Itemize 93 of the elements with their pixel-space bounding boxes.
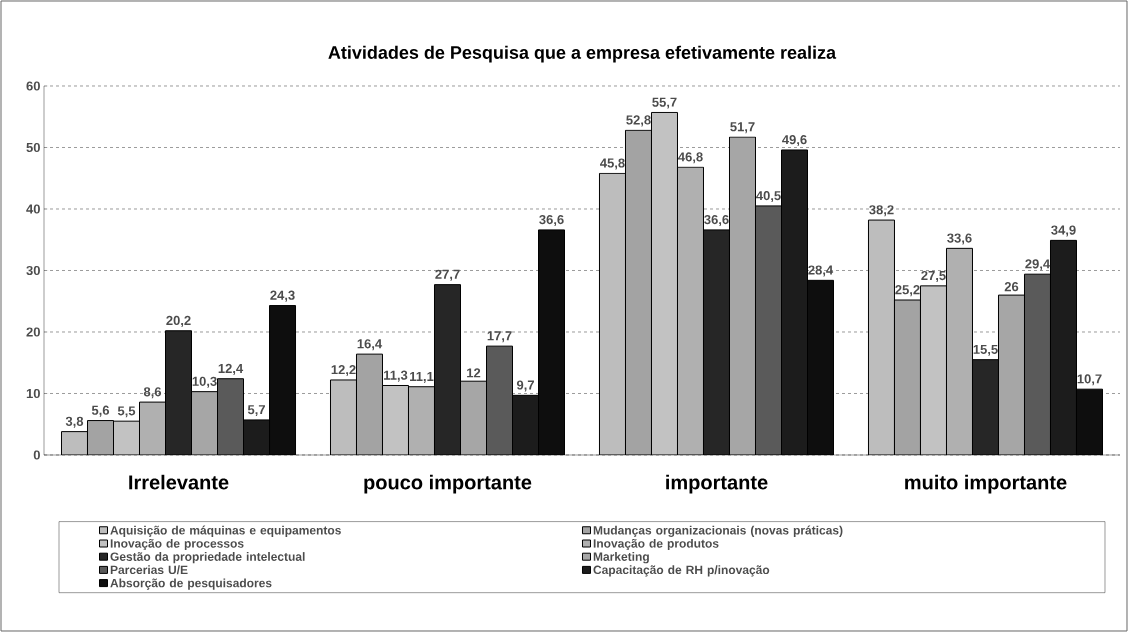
x-tick-label: pouco importante: [364, 474, 532, 494]
data-label: 10,3: [192, 376, 217, 388]
bar: [191, 391, 219, 455]
bar: [538, 229, 566, 455]
bar: [867, 219, 895, 455]
data-label: 27,5: [921, 270, 946, 283]
bar: [217, 378, 245, 455]
data-label: 33,6: [947, 233, 972, 245]
bar: [997, 294, 1025, 455]
data-label: 24,3: [270, 290, 295, 302]
legend-label: Absorção de pesquisadores: [110, 578, 272, 590]
bar: [486, 345, 514, 455]
legend-label: Gestão da propriedade intelectual: [110, 552, 305, 564]
bar: [87, 420, 114, 455]
bar: [408, 386, 435, 455]
bar: [781, 149, 808, 455]
y-tick-label: 10: [26, 388, 40, 399]
x-tick-label: Irrelevante: [129, 474, 229, 490]
data-label: 36,6: [539, 214, 564, 227]
bar: [1050, 239, 1077, 455]
bar: [113, 420, 140, 455]
bar: [598, 172, 626, 455]
data-label: 5,6: [91, 405, 110, 417]
data-label: 17,7: [487, 331, 512, 343]
bar: [460, 380, 488, 455]
bar: [1076, 388, 1103, 455]
bar: [971, 359, 999, 455]
data-label: 11,1: [410, 371, 434, 383]
data-label: 9,7: [516, 380, 534, 392]
y-tick-label: 20: [26, 327, 40, 337]
bar: [269, 305, 297, 455]
legend-label: Inovação de produtos: [593, 538, 719, 551]
data-label: 25,2: [895, 285, 920, 297]
data-label: 40,5: [756, 191, 781, 203]
legend-label: Mudanças organizacionais (novas práticas): [593, 525, 843, 537]
data-label: 46,8: [678, 152, 703, 164]
data-label: 20,2: [166, 315, 191, 327]
bar: [702, 229, 730, 455]
bar: [381, 385, 409, 455]
data-label: 3,8: [65, 416, 84, 428]
y-tick-label: 50: [26, 142, 40, 153]
data-label: 34,9: [1051, 225, 1076, 237]
data-label: 52,8: [626, 115, 651, 127]
data-label: 28,4: [808, 265, 834, 277]
bar: [139, 401, 167, 455]
legend-label: Capacitação de RH p/inovação: [593, 565, 770, 577]
data-label: 12: [467, 368, 481, 378]
data-label: 29,4: [1025, 259, 1051, 271]
data-label: 15,5: [973, 344, 998, 356]
legend-label: Inovação de processos: [110, 538, 244, 551]
bar: [650, 111, 678, 455]
bar: [676, 166, 704, 455]
bar: [512, 394, 540, 455]
bar: [355, 353, 383, 455]
data-label: 16,4: [357, 339, 383, 351]
legend-label: Aquisição de máquinas e equipamentos: [110, 525, 341, 537]
y-tick-label: 0: [33, 450, 40, 460]
bar: [60, 431, 88, 455]
bar: [919, 285, 947, 455]
bar: [755, 205, 782, 455]
data-label: 36,6: [704, 214, 729, 227]
data-label: 5,7: [247, 405, 265, 417]
data-label: 11,3: [384, 370, 408, 382]
y-tick-label: 40: [26, 204, 40, 214]
bar: [434, 284, 461, 455]
legend-label: Parcerias U/E: [110, 565, 188, 575]
data-label: 51,7: [730, 122, 755, 134]
data-label: 45,8: [600, 158, 625, 170]
data-label: 55,7: [652, 97, 677, 109]
data-label: 12,2: [331, 365, 356, 377]
y-tick-label: 30: [26, 265, 40, 276]
data-label: 38,2: [869, 205, 894, 217]
bar: [329, 379, 357, 455]
chart-title: Atividades de Pesquisa que a empresa efetivamente realiza: [328, 45, 837, 63]
bar: [624, 129, 652, 455]
data-label: 27,7: [435, 269, 460, 281]
data-label: 8,6: [143, 387, 162, 399]
x-tick-label: muito importante: [905, 474, 1067, 494]
y-tick-label: 60: [26, 81, 40, 91]
legend-label: Marketing: [593, 552, 649, 564]
bar: [1023, 273, 1051, 455]
data-label: 49,6: [782, 135, 807, 147]
bar: [893, 299, 921, 455]
x-tick-label: importante: [666, 474, 768, 494]
bar: [165, 330, 193, 455]
data-label: 5,5: [117, 406, 136, 418]
bar: [945, 247, 973, 455]
data-label: 26: [1004, 282, 1019, 292]
bar: [243, 419, 271, 455]
bar: [729, 136, 756, 455]
data-label: 10,7: [1077, 374, 1102, 386]
data-label: 12,4: [218, 363, 244, 375]
bar: [807, 279, 835, 455]
